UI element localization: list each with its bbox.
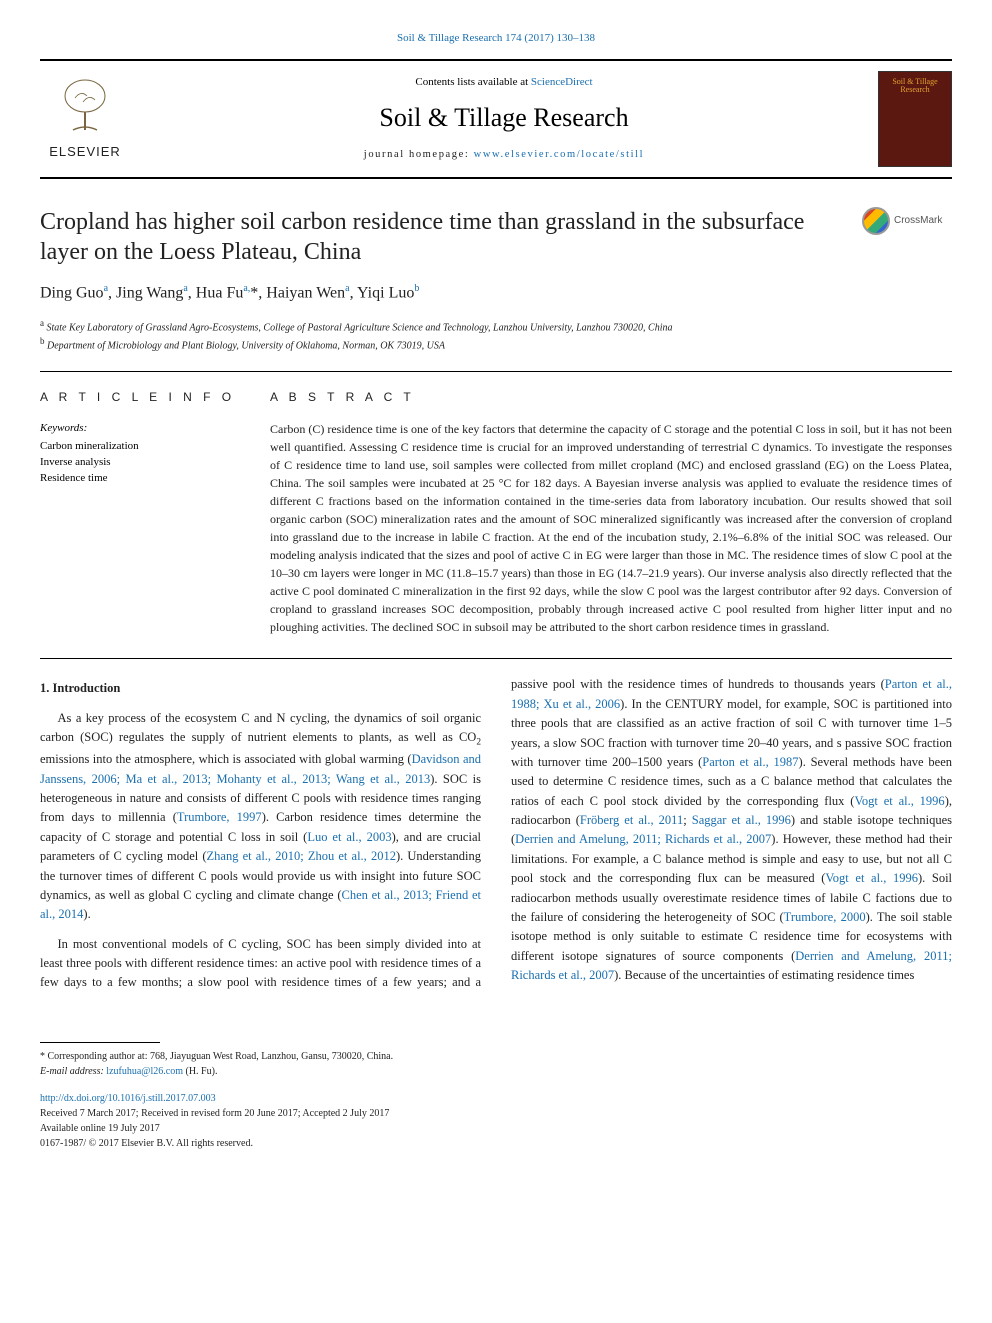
page-root: Soil & Tillage Research 174 (2017) 130–1… [0, 0, 992, 1195]
homepage-prefix: journal homepage: [364, 149, 474, 160]
received-line: Received 7 March 2017; Received in revis… [40, 1106, 952, 1121]
header-center: Contents lists available at ScienceDirec… [130, 74, 878, 163]
email-line: E-mail address: lzufuhua@l26.com (H. Fu)… [40, 1064, 952, 1079]
cover-thumb-title: Soil & Tillage Research [883, 78, 947, 96]
copyright-line: 0167-1987/ © 2017 Elsevier B.V. All righ… [40, 1136, 952, 1151]
article-body: 1. Introduction As a key process of the … [40, 675, 952, 994]
crossmark-badge[interactable]: CrossMark [862, 207, 952, 235]
sciencedirect-link[interactable]: ScienceDirect [531, 76, 593, 88]
affiliations: a State Key Laboratory of Grassland Agro… [40, 317, 952, 354]
email-label: E-mail address: [40, 1066, 104, 1077]
journal-cover-thumb: Soil & Tillage Research [878, 71, 952, 167]
email-suffix: (H. Fu). [186, 1066, 218, 1077]
footer: * Corresponding author at: 768, Jiayugua… [40, 1042, 952, 1151]
publisher-logo: ELSEVIER [40, 76, 130, 162]
contents-line: Contents lists available at ScienceDirec… [130, 74, 878, 91]
journal-header: ELSEVIER Contents lists available at Sci… [40, 59, 952, 179]
article-title: Cropland has higher soil carbon residenc… [40, 207, 862, 267]
article-info-heading: A R T I C L E I N F O [40, 388, 240, 406]
footer-rule [40, 1042, 160, 1043]
affiliation: b Department of Microbiology and Plant B… [40, 335, 952, 353]
homepage-link[interactable]: www.elsevier.com/locate/still [474, 149, 645, 160]
abstract-text: Carbon (C) residence time is one of the … [270, 420, 952, 636]
homepage-line: journal homepage: www.elsevier.com/locat… [130, 147, 878, 163]
elsevier-tree-icon [53, 76, 117, 140]
keywords-label: Keywords: [40, 420, 240, 437]
crossmark-label: CrossMark [894, 213, 942, 228]
corresponding-author: * Corresponding author at: 768, Jiayugua… [40, 1049, 952, 1064]
keyword-item: Inverse analysis [40, 455, 240, 471]
citation-link[interactable]: Soil & Tillage Research 174 (2017) 130–1… [397, 32, 595, 44]
publisher-name: ELSEVIER [49, 142, 121, 162]
corresponding-block: * Corresponding author at: 768, Jiayugua… [40, 1049, 952, 1079]
authors: Ding Guoa, Jing Wanga, Hua Fua,*, Haiyan… [40, 281, 952, 305]
title-row: Cropland has higher soil carbon residenc… [40, 207, 952, 267]
affiliation: a State Key Laboratory of Grassland Agro… [40, 317, 952, 335]
doi-link[interactable]: http://dx.doi.org/10.1016/j.still.2017.0… [40, 1091, 952, 1106]
contents-prefix: Contents lists available at [415, 76, 530, 88]
intro-heading: 1. Introduction [40, 679, 481, 698]
journal-citation: Soil & Tillage Research 174 (2017) 130–1… [40, 30, 952, 47]
divider-top [40, 371, 952, 372]
keyword-item: Carbon mineralization [40, 439, 240, 455]
abstract-heading: A B S T R A C T [270, 388, 952, 406]
doi-block: http://dx.doi.org/10.1016/j.still.2017.0… [40, 1091, 952, 1151]
body-paragraph: As a key process of the ecosystem C and … [40, 709, 481, 925]
info-abstract-row: A R T I C L E I N F O Keywords: Carbon m… [40, 388, 952, 636]
journal-name: Soil & Tillage Research [130, 98, 878, 137]
crossmark-icon [862, 207, 890, 235]
article-info-col: A R T I C L E I N F O Keywords: Carbon m… [40, 388, 240, 636]
keywords-list: Carbon mineralizationInverse analysisRes… [40, 439, 240, 487]
keyword-item: Residence time [40, 471, 240, 487]
divider-mid [40, 658, 952, 659]
email-link[interactable]: lzufuhua@l26.com [106, 1066, 183, 1077]
available-line: Available online 19 July 2017 [40, 1121, 952, 1136]
abstract-col: A B S T R A C T Carbon (C) residence tim… [270, 388, 952, 636]
